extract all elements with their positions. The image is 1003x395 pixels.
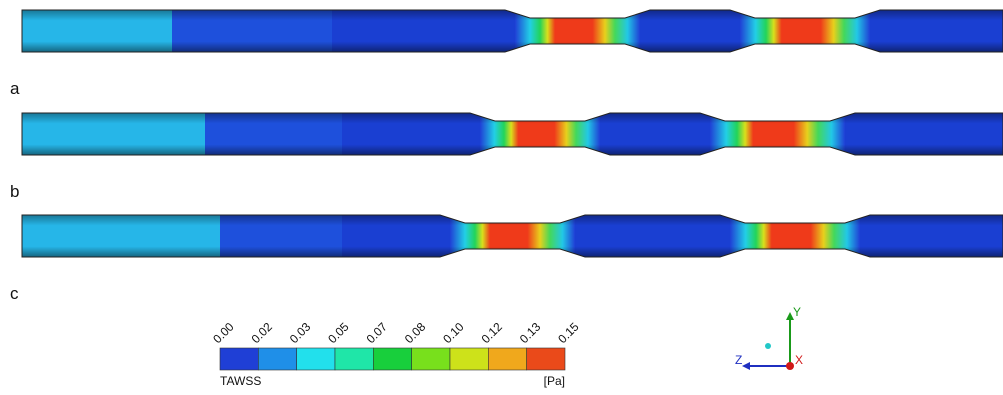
colorbar-tick-label: 0.05 <box>325 319 352 346</box>
vessel-panel: c <box>10 215 1003 303</box>
colorbar-tick-label: 0.15 <box>555 319 582 346</box>
colorbar-bin <box>220 348 258 370</box>
colorbar-tick-label: 0.07 <box>364 319 391 346</box>
colorbar-tick-label: 0.00 <box>210 319 237 346</box>
colorbar-bin <box>450 348 488 370</box>
figure: a b c TAWSS [Pa] 0.00 0.02 0.03 0.05 0.07 0.08 0… <box>0 0 1003 395</box>
colorbar-tick-label: 0.02 <box>249 319 276 346</box>
y-axis-label: Y <box>793 305 801 319</box>
colorbar-bin <box>373 348 411 370</box>
colorbar-tick-label: 0.08 <box>402 319 429 346</box>
panel-label: b <box>10 182 19 201</box>
vessel-panel: b <box>10 113 1003 201</box>
vessel <box>22 10 1003 52</box>
colorbar-tick-label: 0.12 <box>479 319 506 346</box>
colorbar-unit: [Pa] <box>544 374 565 388</box>
colorbar-tick-label: 0.13 <box>517 319 544 346</box>
colorbar-title: TAWSS <box>220 374 261 388</box>
panel-label: c <box>10 284 19 303</box>
panel-label: a <box>10 79 20 98</box>
colorbar-bin <box>488 348 526 370</box>
colorbar-bin <box>297 348 335 370</box>
vessel <box>22 215 1003 257</box>
colorbar-bin <box>412 348 450 370</box>
colorbar-tick-label: 0.03 <box>287 319 314 346</box>
colorbar-tick-label: 0.10 <box>440 319 467 346</box>
z-axis-label: Z <box>735 353 742 367</box>
panels: a b c <box>10 10 1003 303</box>
colorbar: TAWSS [Pa] 0.00 0.02 0.03 0.05 0.07 0.08 0.10 0… <box>210 319 582 388</box>
colorbar-bin <box>258 348 296 370</box>
x-axis-label: X <box>795 353 803 367</box>
colorbar-bin <box>335 348 373 370</box>
vessel-panel: a <box>10 10 1003 98</box>
colorbar-bin <box>527 348 565 370</box>
axis-triad: Y Z X <box>735 305 803 370</box>
vessel <box>22 113 1003 155</box>
